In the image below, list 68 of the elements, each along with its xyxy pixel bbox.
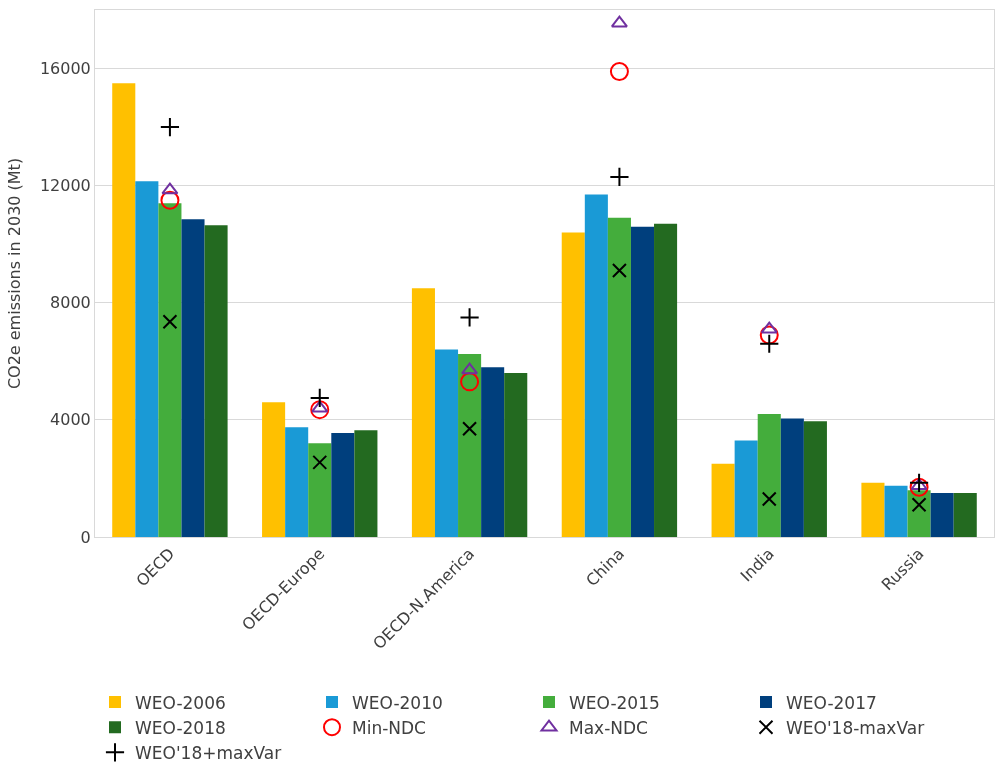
bar	[654, 223, 678, 537]
point	[312, 454, 328, 470]
y-axis-title: CO2e emissions in 2030 (Mt)	[4, 157, 24, 390]
bar	[181, 219, 205, 537]
point	[309, 387, 330, 409]
point	[911, 497, 927, 513]
y-tick-label: 16000	[39, 59, 91, 79]
bar	[458, 354, 482, 537]
legend-label: Min-NDC	[352, 717, 426, 738]
y-tick-label: 8000	[50, 293, 91, 313]
bar	[630, 226, 655, 537]
bar	[434, 349, 459, 537]
point	[908, 472, 930, 493]
bar	[711, 463, 735, 537]
point	[610, 15, 628, 28]
bar	[411, 288, 435, 537]
bar	[561, 232, 585, 537]
point	[909, 477, 929, 497]
bar	[884, 485, 908, 537]
point	[759, 325, 779, 345]
bar	[861, 482, 885, 537]
bar	[757, 414, 781, 537]
legend-label: WEO-2018	[135, 717, 226, 738]
legend-label: Max-NDC	[569, 717, 648, 738]
legend-label: WEO-2017	[786, 692, 877, 713]
legend-label: WEO'18+maxVar	[135, 742, 282, 763]
y-tick-label: 0	[80, 527, 91, 547]
point	[910, 478, 928, 491]
bar	[803, 421, 827, 537]
bar	[285, 427, 309, 537]
point	[460, 372, 480, 392]
legend-label: WEO-2015	[569, 692, 660, 713]
bar	[930, 493, 954, 537]
bar	[112, 83, 136, 537]
bar	[607, 217, 631, 537]
legend-label: WEO-2010	[352, 692, 443, 713]
legend-label: WEO'18-maxVar	[786, 717, 925, 738]
bar	[584, 194, 608, 537]
y-tick-label: 12000	[39, 176, 91, 196]
point	[759, 333, 780, 354]
bar	[308, 443, 332, 537]
point	[462, 421, 478, 437]
point	[459, 307, 480, 328]
bar	[953, 493, 977, 537]
point	[311, 400, 329, 413]
point	[160, 190, 180, 210]
point	[159, 117, 181, 138]
point	[161, 182, 179, 195]
point	[760, 321, 778, 334]
bar	[780, 418, 804, 537]
bar	[354, 430, 378, 537]
point	[609, 166, 630, 187]
legend-label: WEO-2006	[135, 692, 226, 713]
bar	[135, 181, 159, 537]
point	[310, 400, 330, 420]
bar	[504, 373, 528, 537]
bar	[158, 203, 182, 537]
point	[611, 263, 627, 279]
y-tick-label: 4000	[50, 410, 91, 430]
bar	[481, 367, 505, 537]
bar	[204, 225, 228, 537]
point	[461, 362, 479, 375]
point	[609, 61, 629, 81]
bar	[262, 402, 286, 537]
point	[162, 314, 178, 330]
point	[761, 491, 777, 507]
bar	[331, 433, 355, 537]
bar	[734, 440, 758, 537]
